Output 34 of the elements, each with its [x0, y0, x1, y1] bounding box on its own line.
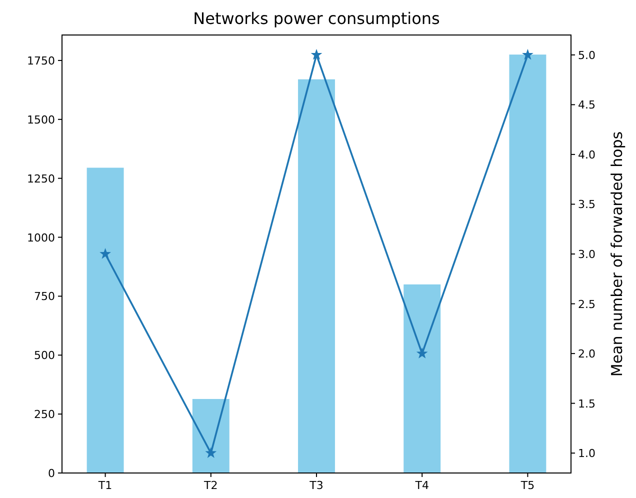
x-tick-label: T1: [97, 479, 112, 492]
y2-axis-title: Mean number of forwarded hops: [608, 131, 626, 377]
point: [310, 48, 322, 60]
y-tick-label: 0: [48, 467, 55, 480]
x-tick-label: T2: [203, 479, 218, 492]
y2-tick-label: 4.0: [578, 148, 596, 162]
bar: [298, 79, 335, 473]
y2-tick-label: 3.5: [578, 198, 596, 212]
y2-tick-label: 2.0: [578, 348, 596, 361]
y-tick-label: 1250: [27, 172, 55, 186]
point: [205, 447, 217, 458]
y-tick-label: 1000: [27, 231, 55, 244]
x-tick-label: T3: [308, 479, 324, 492]
y2-tick-label: 5.0: [578, 48, 596, 62]
y-tick-label: 750: [34, 290, 55, 304]
y2-tick-label: 4.5: [578, 98, 596, 112]
point: [522, 48, 534, 60]
y2-tick-label: 3.0: [578, 248, 596, 261]
bar: [192, 398, 230, 473]
y-tick-label: 1500: [27, 113, 55, 126]
bar: [404, 284, 441, 473]
chart-title: Networks power consumptions: [193, 9, 440, 28]
x-tick-label: T4: [414, 479, 429, 492]
point: [100, 248, 112, 259]
y2-tick-label: 1.5: [578, 397, 596, 410]
y-tick-label: 500: [34, 349, 55, 362]
y2-tick-label: 2.5: [578, 298, 596, 311]
bar: [86, 168, 124, 473]
y2-tick-label: 1.0: [578, 447, 596, 460]
x-tick-label: T5: [520, 479, 535, 492]
y-tick-label: 250: [34, 408, 55, 422]
y-tick-label: 1750: [27, 54, 55, 68]
bar: [509, 54, 546, 473]
point: [416, 348, 428, 358]
